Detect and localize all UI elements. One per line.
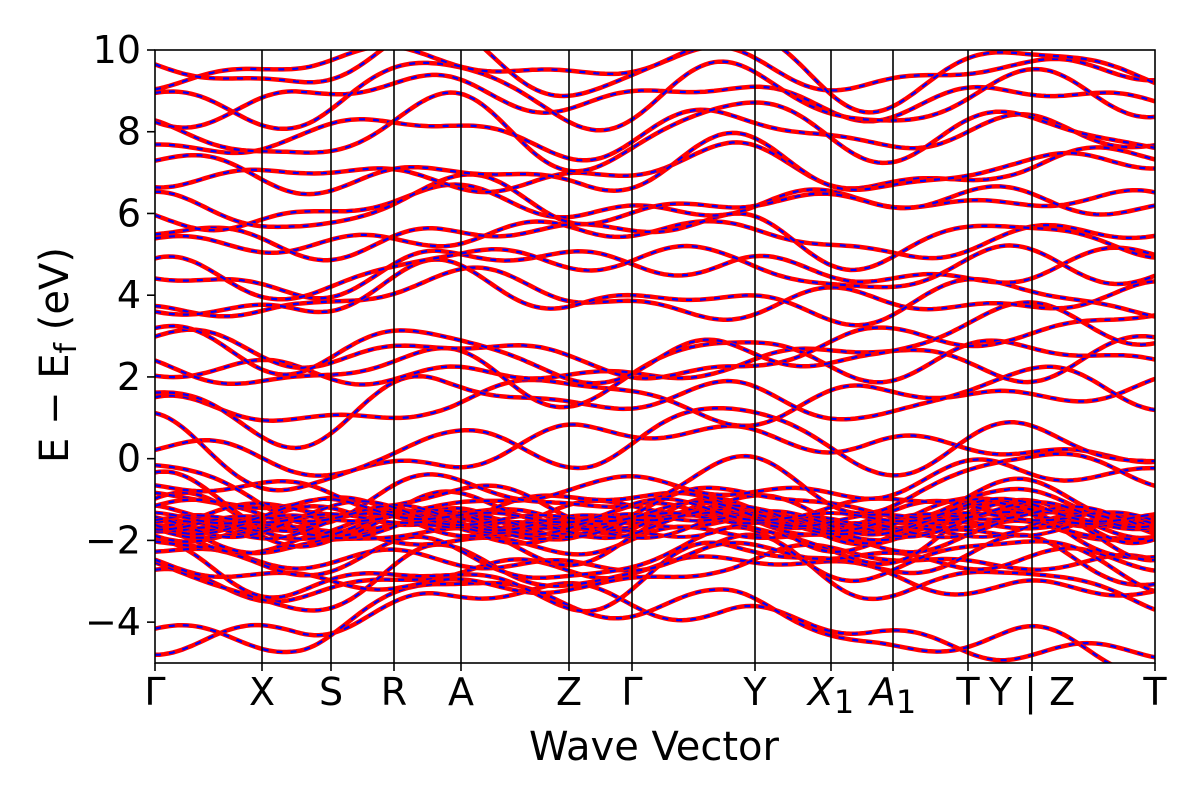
y-tick-label: 4 bbox=[117, 273, 141, 317]
band-line-blue bbox=[155, 91, 1155, 173]
y-tick-label: −2 bbox=[85, 518, 141, 562]
band-line-blue bbox=[155, 509, 1155, 536]
x-tick-label: X1 bbox=[806, 670, 854, 721]
x-tick-label: A bbox=[448, 670, 474, 714]
band-line-blue bbox=[155, 555, 1155, 603]
x-tick-label: Y bbox=[742, 670, 767, 714]
band-line-blue bbox=[155, 73, 1155, 129]
x-tick-label: R bbox=[381, 670, 407, 714]
band-line-blue bbox=[155, 258, 1155, 327]
x-tick-label: T bbox=[955, 670, 980, 714]
x-tick-label: A1 bbox=[867, 670, 916, 721]
band-line-blue bbox=[155, 50, 1155, 114]
y-tick-label: 0 bbox=[117, 437, 141, 481]
band-line-red bbox=[155, 405, 1155, 493]
band-line-blue bbox=[155, 512, 1155, 540]
y-tick-label: −4 bbox=[85, 600, 141, 644]
x-tick-label: S bbox=[319, 670, 343, 714]
band-line-blue bbox=[155, 244, 1155, 301]
band-line-red bbox=[155, 130, 1155, 197]
band-line-blue bbox=[155, 500, 1155, 529]
band-line-blue bbox=[155, 497, 1155, 525]
band-line-blue bbox=[155, 526, 1155, 593]
x-tick-label: Z bbox=[556, 670, 582, 714]
band-line-blue bbox=[155, 108, 1155, 162]
band-line-blue bbox=[155, 212, 1155, 272]
x-tick-label: T bbox=[1142, 670, 1167, 714]
x-tick-label: X bbox=[249, 670, 275, 714]
band-line-blue bbox=[155, 581, 1111, 663]
y-axis-label: E − Ef (eV) bbox=[32, 247, 84, 463]
band-line-blue bbox=[155, 511, 1155, 540]
x-tick-label: Y | Z bbox=[988, 670, 1075, 715]
band-line-blue bbox=[155, 266, 1155, 321]
band-line-blue bbox=[155, 582, 1155, 662]
kpoint-lines bbox=[261, 50, 1033, 663]
band-line-blue bbox=[155, 497, 1155, 545]
band-line-blue bbox=[155, 183, 1155, 232]
y-tick-label: 8 bbox=[117, 110, 141, 154]
band-line-blue bbox=[155, 452, 1155, 526]
bands-layer bbox=[155, 50, 1155, 663]
band-line-blue bbox=[155, 501, 1155, 532]
x-axis-label: Wave Vector bbox=[529, 724, 780, 770]
band-line-blue bbox=[155, 246, 1155, 300]
plot-border bbox=[154, 49, 1156, 664]
x-tick-label: Γ bbox=[144, 670, 165, 714]
band-line-blue bbox=[155, 533, 1155, 613]
band-line-blue bbox=[155, 503, 1155, 533]
band-line-blue bbox=[155, 220, 1155, 260]
band-line-blue bbox=[155, 365, 1155, 450]
band-line-blue bbox=[155, 301, 1155, 385]
y-tick-label: 6 bbox=[117, 191, 141, 235]
band-line-blue bbox=[155, 423, 1155, 477]
plot-frame bbox=[154, 49, 1156, 664]
band-line-blue bbox=[155, 60, 1155, 132]
band-line-blue bbox=[155, 541, 1155, 572]
x-tick-label: Γ bbox=[621, 670, 642, 714]
band-line-blue bbox=[155, 50, 1155, 92]
y-tick-label: 10 bbox=[93, 28, 141, 72]
band-line-blue bbox=[155, 458, 1155, 514]
y-axis-ticks: −4 −2 0 2 4 6 8 10 bbox=[85, 28, 155, 644]
band-line-blue bbox=[155, 543, 1155, 595]
band-line-blue bbox=[155, 173, 1155, 229]
band-line-blue bbox=[155, 141, 1155, 194]
band-line-blue bbox=[155, 377, 1155, 427]
y-tick-label: 2 bbox=[117, 355, 141, 399]
